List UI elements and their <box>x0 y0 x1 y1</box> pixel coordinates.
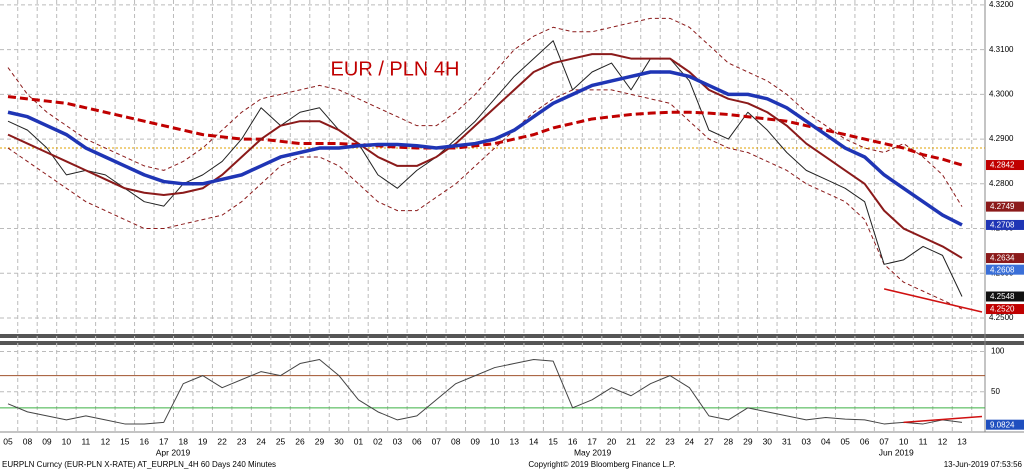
x-tick-label: 30 <box>334 436 344 446</box>
value-marker <box>986 253 1024 264</box>
y-tick-label: 4.3200 <box>989 0 1014 9</box>
x-tick-label: 07 <box>432 436 442 446</box>
x-tick-label: 05 <box>840 436 850 446</box>
x-tick-label: 23 <box>237 436 247 446</box>
x-tick-label: 12 <box>938 436 948 446</box>
x-tick-label: 26 <box>295 436 305 446</box>
value-marker-label: 4.2842 <box>990 161 1015 170</box>
panel-separator <box>0 334 1024 338</box>
value-marker-label: 4.2708 <box>990 221 1015 230</box>
value-marker <box>986 219 1024 230</box>
x-tick-label: 22 <box>217 436 227 446</box>
value-marker <box>986 264 1024 275</box>
y-tick-label: 4.2900 <box>989 134 1014 143</box>
x-tick-label: 05 <box>3 436 13 446</box>
x-tick-label: 16 <box>568 436 578 446</box>
x-tick-label: 07 <box>879 436 889 446</box>
month-label: May 2019 <box>574 447 612 457</box>
value-marker <box>986 201 1024 212</box>
y-tick-label: 4.2800 <box>989 179 1014 188</box>
y2-tick-label: 50 <box>991 387 1000 396</box>
x-tick-label: 29 <box>315 436 325 446</box>
month-label: Apr 2019 <box>156 447 191 457</box>
value-marker-label: 4.2634 <box>990 254 1015 263</box>
x-tick-label: 29 <box>743 436 753 446</box>
x-tick-label: 30 <box>763 436 773 446</box>
price-line <box>7 95 963 167</box>
oscillator-line <box>7 359 963 425</box>
x-tick-label: 21 <box>626 436 636 446</box>
trendline <box>883 288 983 313</box>
y-tick-label: 4.3100 <box>989 45 1014 54</box>
x-tick-label: 10 <box>62 436 72 446</box>
x-tick-label: 17 <box>587 436 597 446</box>
value-marker-label: 9.0824 <box>990 420 1015 429</box>
x-tick-label: 06 <box>412 436 422 446</box>
x-tick-label: 03 <box>802 436 812 446</box>
x-tick-label: 09 <box>42 436 52 446</box>
footer-center: Copyright© 2019 Bloomberg Finance L.P. <box>528 460 675 469</box>
footer-right: 13-Jun-2019 07:53:56 <box>944 460 1023 469</box>
x-tick-label: 10 <box>899 436 909 446</box>
x-tick-label: 11 <box>919 436 928 446</box>
x-tick-label: 17 <box>159 436 169 446</box>
x-tick-label: 22 <box>646 436 656 446</box>
y-tick-label: 4.2500 <box>989 313 1014 322</box>
x-tick-label: 25 <box>276 436 286 446</box>
value-marker <box>986 304 1024 315</box>
x-tick-label: 08 <box>451 436 461 446</box>
x-tick-label: 16 <box>140 436 150 446</box>
x-tick-label: 13 <box>509 436 519 446</box>
x-tick-label: 09 <box>471 436 481 446</box>
value-marker <box>986 419 1024 430</box>
value-marker-label: 4.2749 <box>990 202 1015 211</box>
x-tick-label: 31 <box>782 436 792 446</box>
x-tick-label: 10 <box>490 436 500 446</box>
x-tick-label: 13 <box>957 436 967 446</box>
x-tick-label: 19 <box>198 436 208 446</box>
x-tick-label: 27 <box>704 436 714 446</box>
x-tick-label: 03 <box>393 436 403 446</box>
y-tick-label: 4.3000 <box>989 89 1014 98</box>
price-line <box>7 89 963 310</box>
x-tick-label: 08 <box>23 436 33 446</box>
value-marker-label: 4.2608 <box>990 265 1015 274</box>
x-tick-label: 23 <box>665 436 675 446</box>
x-tick-label: 04 <box>821 436 831 446</box>
x-tick-label: 20 <box>607 436 617 446</box>
x-tick-label: 24 <box>685 436 695 446</box>
x-tick-label: 18 <box>178 436 188 446</box>
x-tick-label: 06 <box>860 436 870 446</box>
x-tick-label: 28 <box>724 436 734 446</box>
value-marker-label: 4.2520 <box>990 305 1015 314</box>
price-line <box>7 17 963 207</box>
price-line <box>7 70 963 227</box>
x-tick-label: 14 <box>529 436 539 446</box>
value-marker <box>986 291 1024 302</box>
panel-separator <box>0 341 1024 345</box>
x-tick-label: 02 <box>373 436 383 446</box>
x-tick-label: 15 <box>548 436 558 446</box>
price-line <box>7 40 963 297</box>
trendline <box>903 415 983 424</box>
value-marker-label: 4.2548 <box>990 292 1015 301</box>
y2-tick-label: 100 <box>991 347 1005 356</box>
x-tick-label: 15 <box>120 436 130 446</box>
x-tick-label: 11 <box>81 436 90 446</box>
x-tick-label: 24 <box>256 436 266 446</box>
chart-title: EUR / PLN 4H <box>331 58 460 80</box>
month-label: Jun 2019 <box>879 447 914 457</box>
footer-left: EURPLN Curncy (EUR-PLN X-RATE) AT_EURPLN… <box>2 460 276 469</box>
x-tick-label: 12 <box>101 436 111 446</box>
value-marker <box>986 160 1024 171</box>
x-tick-label: 01 <box>354 436 364 446</box>
price-line <box>7 53 963 259</box>
